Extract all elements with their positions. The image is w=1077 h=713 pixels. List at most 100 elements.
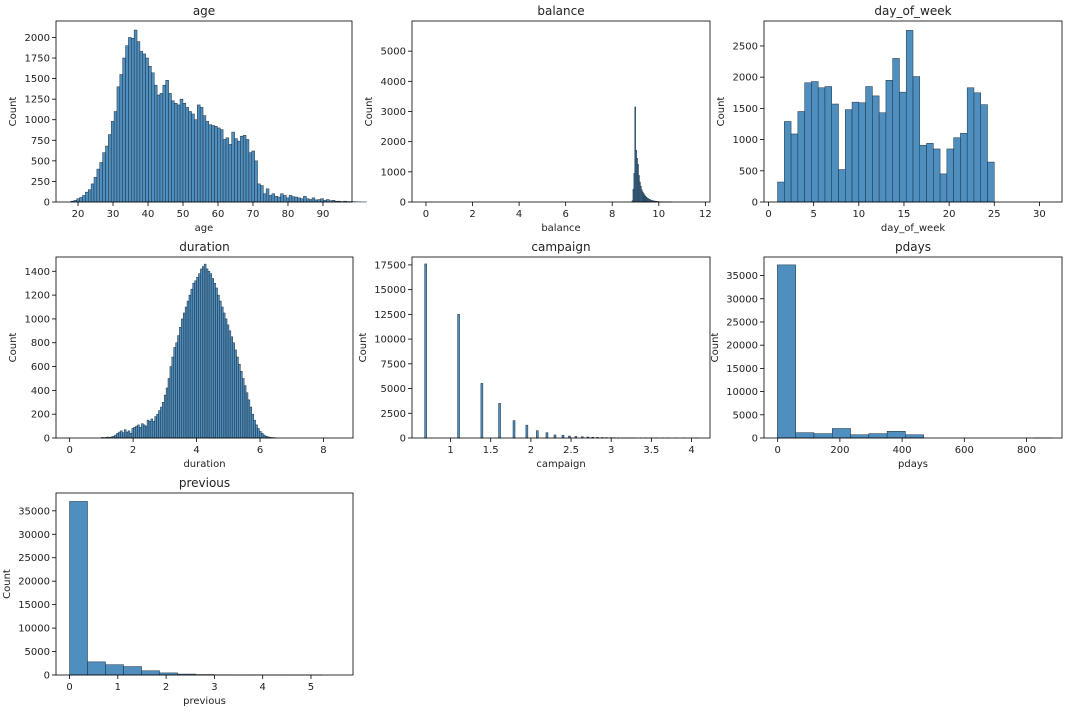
histogram-bar (240, 371, 243, 439)
histogram-bar (242, 378, 245, 439)
histogram-bar (173, 347, 176, 439)
chart-title: previous (179, 476, 230, 490)
histogram-bar (553, 434, 557, 439)
histogram-bar (213, 282, 216, 439)
x-tick-label: 50 (177, 209, 190, 220)
y-axis-label: Count (364, 97, 375, 127)
histogram-bar (219, 129, 224, 203)
histogram-bar (817, 87, 826, 203)
bars (424, 263, 698, 439)
histogram-bar (832, 428, 851, 439)
x-tick-label: 60 (212, 209, 225, 220)
histogram-bar (790, 133, 799, 203)
histogram-bar (198, 273, 201, 439)
histogram-bar (240, 135, 244, 203)
y-tick-label: 800 (31, 338, 50, 349)
histogram-bar (133, 427, 136, 439)
histogram-bar (288, 195, 293, 203)
histogram-bar (129, 432, 133, 439)
histogram-bar (245, 392, 249, 439)
y-tick-label: 15000 (18, 600, 50, 611)
histogram-bar (171, 100, 175, 203)
histogram-bar (868, 433, 888, 439)
histogram-bar (912, 76, 921, 203)
histogram-bar (143, 424, 146, 439)
histogram-bar (306, 198, 310, 203)
histogram-bar (181, 318, 184, 439)
y-tick-label: 1000 (25, 115, 50, 126)
bars (777, 264, 1052, 439)
histogram-bar (811, 81, 819, 203)
y-tick-label: 0 (752, 198, 758, 209)
x-axis-label: day_of_week (881, 223, 946, 234)
histogram-bar (182, 312, 186, 439)
x-tick-label: 3 (211, 682, 217, 693)
histogram-bar (110, 121, 115, 203)
y-tick-label: 5000 (381, 47, 406, 58)
y-tick-label: 30000 (726, 294, 758, 305)
x-tick-label: 5 (308, 682, 314, 693)
histogram-bar (128, 37, 132, 203)
histogram-bar (953, 137, 961, 203)
histogram-bar (257, 428, 260, 439)
x-axis-label: pdays (898, 459, 928, 470)
histogram-bar (226, 324, 230, 439)
y-tick-label: 25000 (726, 317, 758, 328)
y-tick-label: 500 (739, 166, 758, 177)
chart-title: duration (179, 240, 230, 254)
panel-campaign: 1 1.5 2 2.5 3 3.5 4 0 2500 5000 7500 10000 12500 1500… (358, 240, 711, 470)
y-tick-label: 2500 (381, 409, 406, 420)
histogram-bar (192, 282, 195, 439)
histogram-bar (148, 421, 152, 439)
y-tick-label: 5000 (381, 384, 406, 395)
axes-frame (55, 20, 353, 203)
histogram-bar (262, 434, 266, 439)
histogram-bar (96, 168, 100, 203)
x-tick-label: 5 (810, 209, 816, 220)
histogram-bar (159, 93, 164, 203)
chart-title: age (193, 4, 215, 18)
histogram-bar (824, 86, 832, 203)
histogram-bar (424, 263, 427, 439)
histogram-bar (191, 113, 195, 203)
histogram-bar (122, 57, 126, 203)
histogram-bar (202, 266, 205, 439)
histogram-bar (804, 82, 812, 203)
y-tick-label: 1000 (25, 314, 50, 325)
histogram-bar (285, 197, 290, 203)
histogram-bar (777, 181, 785, 203)
histogram-bar (232, 342, 235, 439)
x-axis-label: previous (183, 696, 226, 707)
y-tick-label: 30000 (18, 530, 50, 541)
bars (69, 501, 322, 676)
histogram-bar (160, 406, 163, 439)
histogram-bar (536, 430, 539, 439)
y-tick-label: 5000 (733, 410, 758, 421)
histogram-bar (174, 103, 178, 203)
x-tick-label: 200 (830, 445, 849, 456)
histogram-bar (225, 137, 230, 203)
y-tick-label: 20000 (726, 341, 758, 352)
histogram-bar (139, 51, 144, 203)
histogram-bar (205, 121, 210, 203)
panel-previous: 0 1 2 3 4 5 0 5000 10000 15000 20000 25000 30000 3500… (2, 476, 354, 707)
y-tick-label: 35000 (726, 271, 758, 282)
histogram-bar (892, 58, 900, 203)
histogram-bar (231, 131, 235, 203)
histogram-bar (145, 57, 149, 203)
x-tick-label: 4 (193, 445, 199, 456)
histogram-bar (221, 306, 224, 439)
histogram-bar (185, 107, 189, 203)
x-tick-label: 3 (608, 445, 614, 456)
y-tick-label: 3000 (381, 107, 406, 118)
histogram-bar (283, 195, 287, 203)
histogram-bar (194, 119, 198, 203)
histogram-bar (291, 196, 296, 203)
x-tick-label: 30 (107, 209, 120, 220)
histogram-bar (777, 264, 796, 439)
x-tick-label: 0 (765, 209, 771, 220)
x-tick-label: 4 (260, 682, 266, 693)
y-tick-label: 1200 (25, 291, 50, 302)
histogram-bar (188, 294, 192, 439)
bars (101, 263, 277, 439)
